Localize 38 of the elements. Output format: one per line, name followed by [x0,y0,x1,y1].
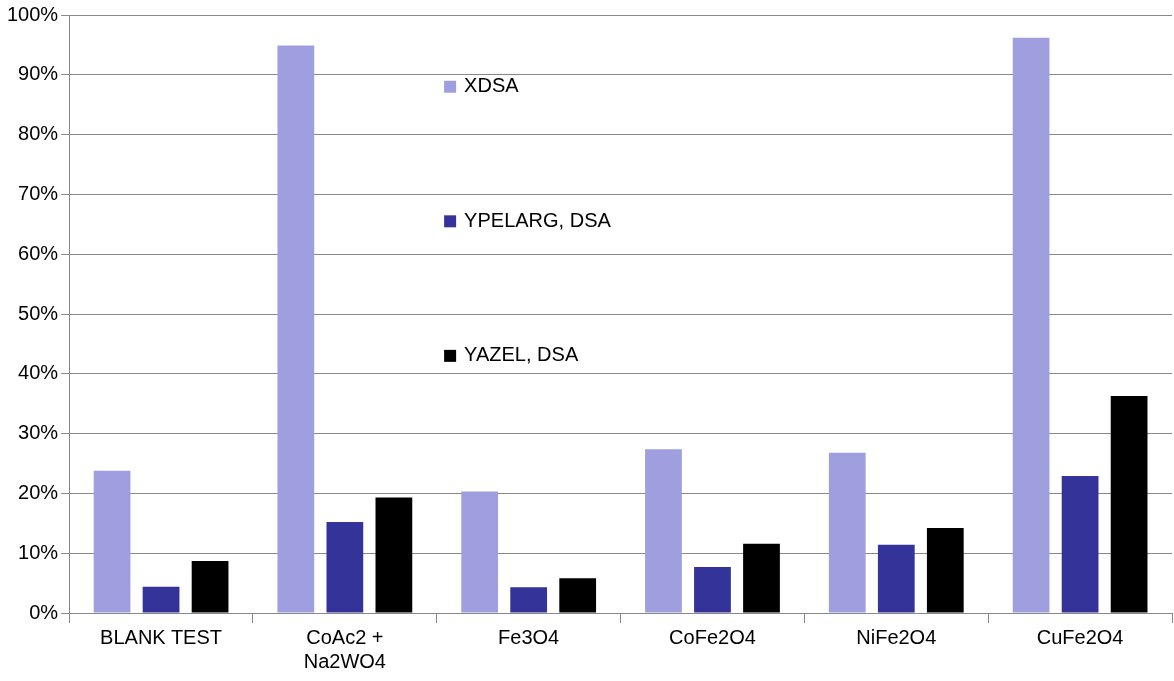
legend-label: YPELARG, DSA [464,208,612,231]
bar [694,566,731,613]
legend-label: YAZEL, DSA [464,343,579,366]
bar [1012,37,1050,613]
bar [93,470,131,613]
y-tick-label: 90% [18,62,59,85]
bar [461,491,499,613]
y-tick-label: 100% [7,2,59,25]
y-tick-label: 50% [18,301,59,324]
bar [645,449,682,613]
x-tick-label: Fe3O4 [498,625,560,648]
bar [743,543,780,613]
bar [326,522,364,613]
bar [1061,476,1099,613]
y-tick-label: 70% [18,181,59,204]
y-tick-label: 40% [18,361,59,384]
bar [926,528,964,613]
bar [510,587,548,613]
x-tick-label: BLANK TEST [100,625,223,648]
bar [1110,395,1148,613]
bar [191,560,229,613]
bar [559,578,597,613]
x-tick-label: CoFe2O4 [669,625,756,648]
bar [877,544,915,613]
y-tick-label: 80% [18,122,59,145]
x-tick-label: CoAc2 + Na2WO4 [303,625,386,672]
y-tick-label: 10% [18,540,59,563]
bar [277,45,315,613]
y-tick-label: 0% [29,600,59,623]
y-tick-label: 20% [18,480,59,503]
bar [828,452,866,613]
y-tick-label: 60% [18,241,59,264]
x-tick-label: NiFe2O4 [856,625,937,648]
x-tick-label: CuFe2O4 [1036,625,1124,648]
bar [142,586,180,613]
bar [375,497,413,613]
y-tick-label: 30% [18,421,59,444]
legend-label: XDSA [464,74,520,97]
